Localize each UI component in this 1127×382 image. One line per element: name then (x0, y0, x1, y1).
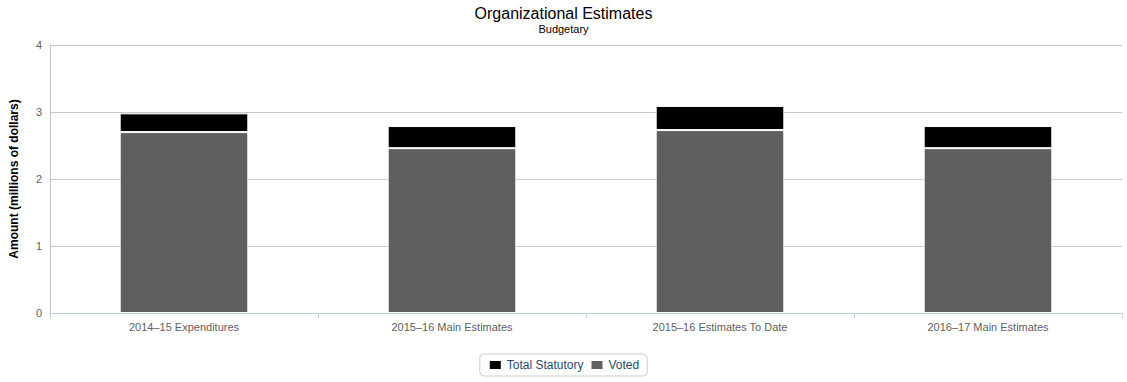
svg-text:2014–15 Expenditures: 2014–15 Expenditures (129, 321, 240, 333)
svg-text:Amount (millions of dollars): Amount (millions of dollars) (7, 99, 21, 258)
svg-text:Organizational Estimates: Organizational Estimates (475, 5, 653, 22)
svg-text:3: 3 (36, 106, 42, 118)
svg-text:Voted: Voted (609, 358, 640, 372)
svg-text:Budgetary: Budgetary (538, 23, 589, 35)
svg-text:1: 1 (36, 240, 42, 252)
svg-text:2015–16 Estimates To Date: 2015–16 Estimates To Date (653, 321, 788, 333)
svg-text:2015–16 Main Estimates: 2015–16 Main Estimates (391, 321, 513, 333)
svg-text:2: 2 (36, 173, 42, 185)
svg-text:Total Statutory: Total Statutory (507, 358, 584, 372)
svg-text:4: 4 (36, 39, 42, 51)
svg-text:0: 0 (36, 307, 42, 319)
svg-text:2016–17 Main Estimates: 2016–17 Main Estimates (927, 321, 1049, 333)
